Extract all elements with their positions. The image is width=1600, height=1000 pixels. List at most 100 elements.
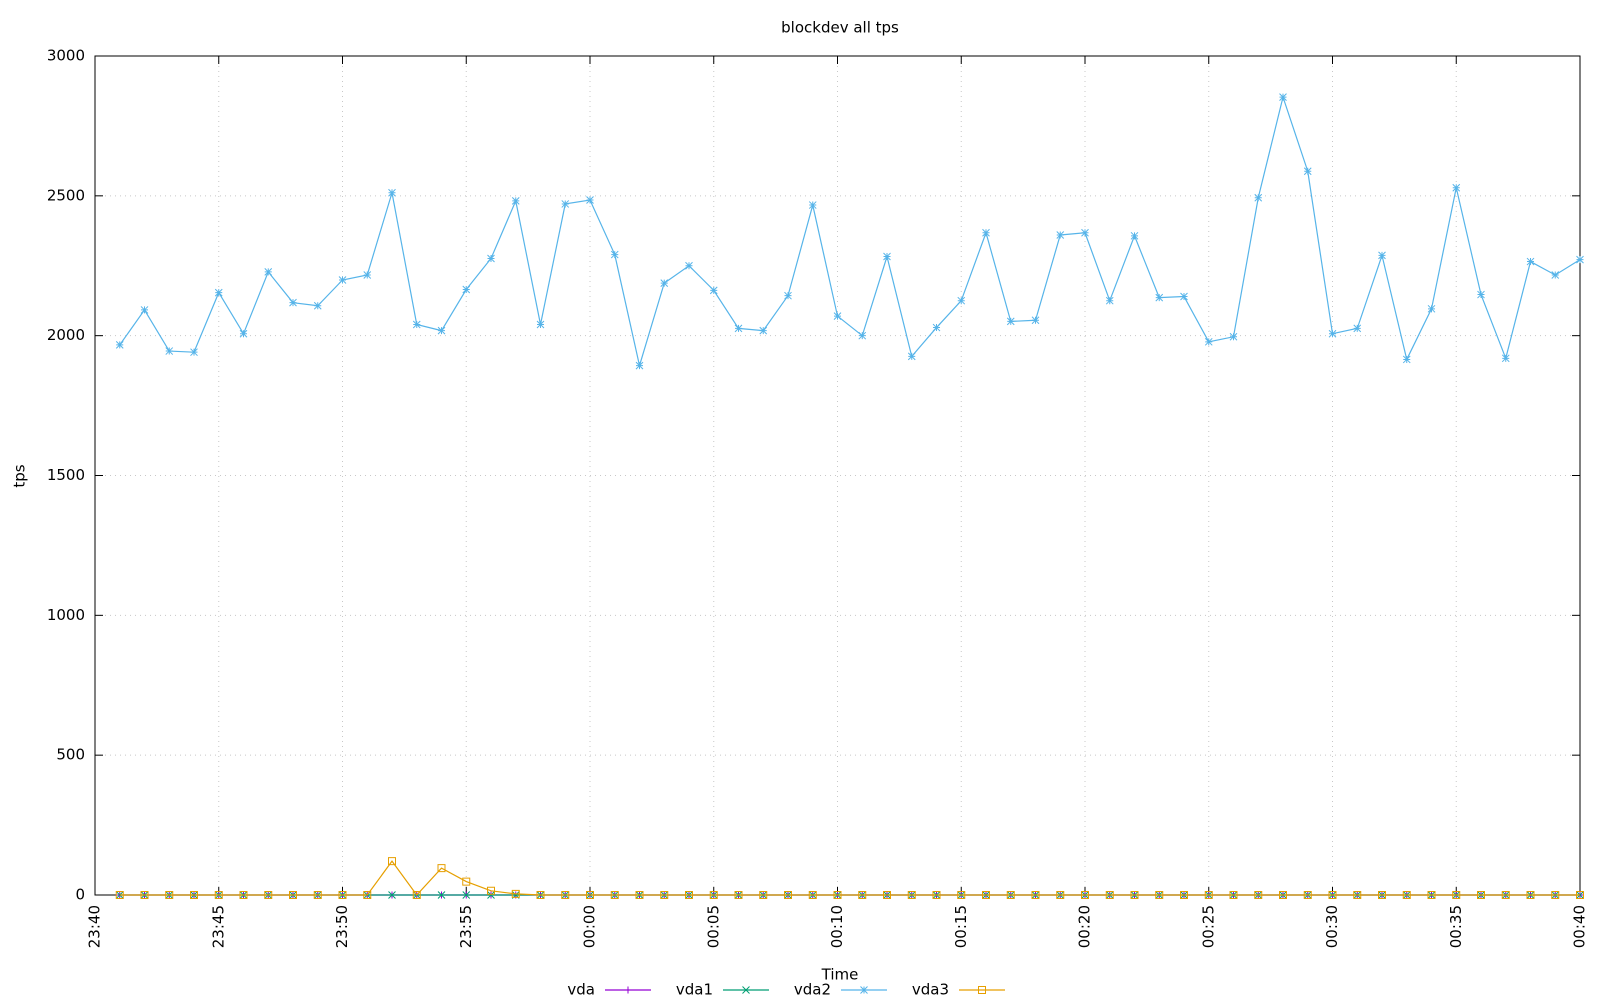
- x-tick-label: 00:25: [1199, 905, 1217, 948]
- data-point: [808, 201, 817, 209]
- data-point: [1353, 324, 1362, 333]
- data-point: [1477, 891, 1485, 899]
- data-point: [388, 188, 396, 197]
- chart-title: blockdev all tps: [781, 19, 899, 37]
- data-point: [115, 341, 124, 349]
- data-point: [264, 268, 273, 276]
- data-point: [338, 891, 347, 899]
- data-point: [363, 891, 372, 899]
- data-point: [1427, 304, 1436, 313]
- data-point: [462, 891, 471, 899]
- data-point: [1402, 891, 1411, 899]
- legend-label: vda: [567, 981, 595, 999]
- data-point: [437, 864, 446, 873]
- data-point: [586, 891, 594, 899]
- data-point: [1378, 251, 1386, 260]
- data-point: [239, 891, 248, 899]
- data-point: [1056, 891, 1065, 899]
- data-point: [610, 891, 619, 899]
- legend-marker: [742, 986, 750, 994]
- data-point: [1576, 255, 1584, 264]
- data-point: [1526, 891, 1535, 899]
- legend-marker: [860, 986, 868, 994]
- y-tick-label: 2000: [47, 326, 85, 344]
- data-point: [487, 891, 495, 899]
- x-tick-label: 23:45: [209, 905, 227, 948]
- data-point: [1081, 228, 1089, 237]
- data-point: [511, 197, 520, 205]
- data-point: [907, 352, 916, 361]
- data-point: [734, 891, 743, 899]
- data-point: [264, 891, 273, 899]
- data-point: [1006, 891, 1015, 899]
- legend-label: vda1: [676, 981, 713, 999]
- data-point: [1229, 332, 1238, 341]
- data-point: [1204, 891, 1213, 899]
- data-point: [1031, 891, 1040, 899]
- data-point: [1501, 354, 1510, 363]
- data-point: [709, 891, 718, 899]
- data-point: [289, 298, 297, 307]
- data-point: [685, 891, 693, 899]
- data-point: [1551, 271, 1560, 279]
- x-tick-label: 23:55: [457, 905, 475, 948]
- data-point: [140, 891, 149, 899]
- data-point: [214, 891, 223, 899]
- data-point: [1130, 231, 1139, 240]
- y-tick-label: 3000: [47, 47, 85, 65]
- data-point: [289, 891, 297, 899]
- x-tick-label: 00:10: [828, 905, 846, 948]
- y-tick-label: 0: [75, 886, 85, 904]
- data-point: [1254, 193, 1263, 202]
- data-point: [1279, 891, 1287, 899]
- data-point: [734, 324, 743, 333]
- data-point: [932, 891, 941, 899]
- y-tick-label: 2500: [47, 186, 85, 204]
- data-point: [1105, 891, 1114, 899]
- data-point: [437, 891, 446, 899]
- data-point: [190, 348, 198, 357]
- data-point: [140, 306, 149, 314]
- data-point: [214, 288, 223, 297]
- data-point: [982, 228, 990, 237]
- y-axis-label: tps: [11, 464, 29, 487]
- data-point: [487, 254, 495, 263]
- x-tick-label: 23:50: [333, 905, 351, 948]
- data-point: [388, 891, 396, 899]
- data-point: [1452, 183, 1461, 192]
- series-line: [119, 860, 1580, 896]
- data-point: [1229, 891, 1238, 899]
- data-point: [561, 200, 570, 208]
- data-point: [1155, 891, 1164, 899]
- data-point: [1501, 891, 1510, 899]
- data-point: [660, 279, 669, 287]
- data-point: [190, 891, 198, 899]
- y-tick-label: 1000: [47, 606, 85, 624]
- data-point: [1526, 257, 1535, 266]
- data-point: [1204, 337, 1213, 346]
- data-point: [833, 891, 842, 899]
- data-point: [759, 326, 768, 335]
- data-point: [1105, 296, 1114, 305]
- data-point: [536, 891, 545, 899]
- data-point: [363, 271, 372, 279]
- data-point: [808, 891, 817, 899]
- data-point: [338, 276, 347, 284]
- data-point: [784, 291, 792, 300]
- data-point: [1576, 891, 1584, 899]
- data-point: [635, 361, 644, 370]
- data-point: [709, 286, 718, 295]
- data-point: [511, 889, 520, 898]
- data-point: [858, 891, 867, 899]
- x-tick-label: 23:40: [86, 905, 104, 948]
- data-point: [1477, 290, 1485, 299]
- data-point: [1353, 891, 1362, 899]
- data-point: [784, 891, 792, 899]
- data-point: [1006, 317, 1015, 326]
- data-point: [1180, 292, 1188, 301]
- data-point: [561, 891, 570, 899]
- data-point: [313, 301, 322, 310]
- x-tick-label: 00:35: [1447, 905, 1465, 948]
- data-point: [1427, 891, 1436, 899]
- data-point: [1254, 891, 1263, 899]
